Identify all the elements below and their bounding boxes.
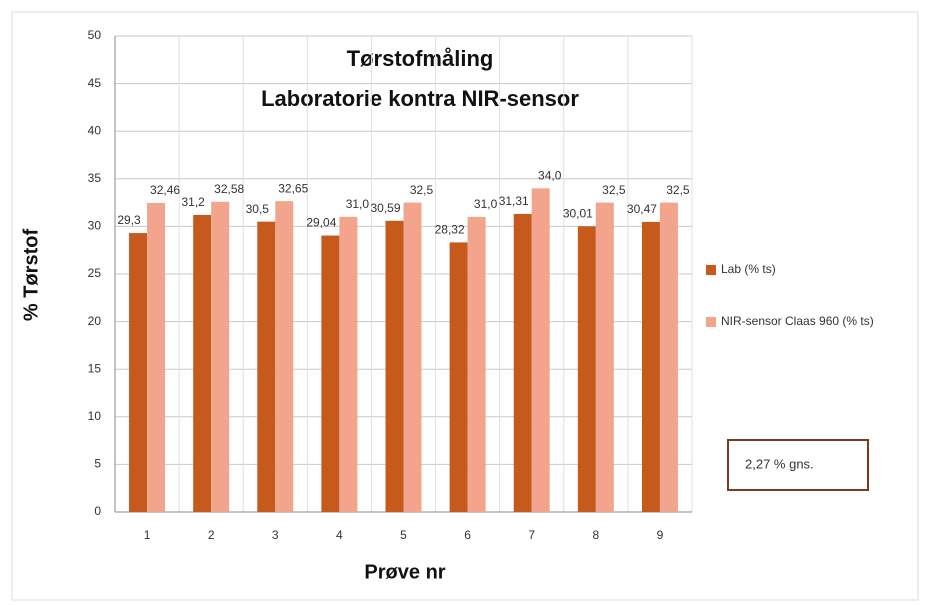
data-label: 34,0: [538, 168, 562, 182]
y-tick-label: 15: [88, 361, 102, 375]
data-label: 32,46: [150, 183, 180, 197]
x-tick-label: 9: [657, 528, 664, 542]
chart-title: Tørstofmåling: [347, 46, 494, 71]
legend-swatch: [706, 317, 716, 327]
y-tick-label: 10: [88, 409, 102, 423]
data-label: 32,65: [278, 181, 308, 195]
data-label: 32,58: [214, 182, 244, 196]
data-label: 29,3: [117, 213, 141, 227]
x-tick-label: 3: [272, 528, 279, 542]
y-tick-label: 25: [88, 266, 102, 280]
legend-label: Lab (% ts): [721, 262, 776, 276]
y-tick-label: 45: [88, 76, 102, 90]
data-label: 32,5: [602, 183, 626, 197]
x-tick-label: 4: [336, 528, 343, 542]
y-tick-label: 30: [88, 219, 102, 233]
bar: [211, 201, 230, 513]
annotation: 2,27 % gns.: [745, 456, 814, 471]
bar: [513, 213, 532, 512]
bar: [531, 188, 550, 512]
y-tick-label: 50: [88, 28, 102, 42]
y-tick-label: 20: [88, 314, 102, 328]
data-label: 31,0: [346, 197, 370, 211]
data-label: 30,59: [370, 201, 400, 215]
bar: [641, 221, 660, 512]
data-label: 32,5: [666, 183, 690, 197]
bar: [257, 221, 276, 512]
y-tick-label: 5: [94, 457, 101, 471]
bar: [321, 235, 340, 513]
bar: [595, 202, 614, 512]
data-label: 31,2: [181, 195, 205, 209]
x-tick-label: 1: [144, 528, 151, 542]
data-label: 32,5: [410, 183, 434, 197]
bar: [193, 214, 212, 512]
bar: [659, 202, 678, 512]
y-tick-label: 0: [94, 504, 101, 518]
chart-subtitle: Laboratorie kontra NIR-sensor: [261, 86, 579, 111]
bar: [467, 216, 486, 512]
y-tick-label: 35: [88, 171, 102, 185]
x-tick-label: 7: [528, 528, 535, 542]
data-label: 30,5: [246, 202, 270, 216]
x-tick-label: 6: [464, 528, 471, 542]
bar: [577, 226, 596, 512]
data-label: 30,01: [563, 206, 593, 220]
y-axis-title: % Tørstof: [20, 229, 42, 322]
data-label: 31,31: [499, 194, 529, 208]
bar: [147, 202, 166, 512]
data-label: 31,0: [474, 197, 498, 211]
x-tick-label: 2: [208, 528, 215, 542]
x-tick-label: 5: [400, 528, 407, 542]
y-tick-label: 40: [88, 123, 102, 137]
bar: [129, 233, 148, 512]
bar: [275, 201, 294, 512]
legend-label: NIR-sensor Claas 960 (% ts): [721, 314, 874, 328]
bar: [385, 220, 404, 512]
bar: [403, 202, 422, 512]
annotation-box: [727, 439, 869, 491]
x-tick-label: 8: [592, 528, 599, 542]
data-label: 28,32: [435, 223, 465, 237]
data-label: 30,47: [627, 202, 657, 216]
data-label: 29,04: [306, 216, 336, 230]
x-axis-title: Prøve nr: [364, 561, 445, 583]
bar: [449, 242, 468, 512]
bar: [339, 216, 358, 512]
legend-swatch: [706, 265, 716, 275]
